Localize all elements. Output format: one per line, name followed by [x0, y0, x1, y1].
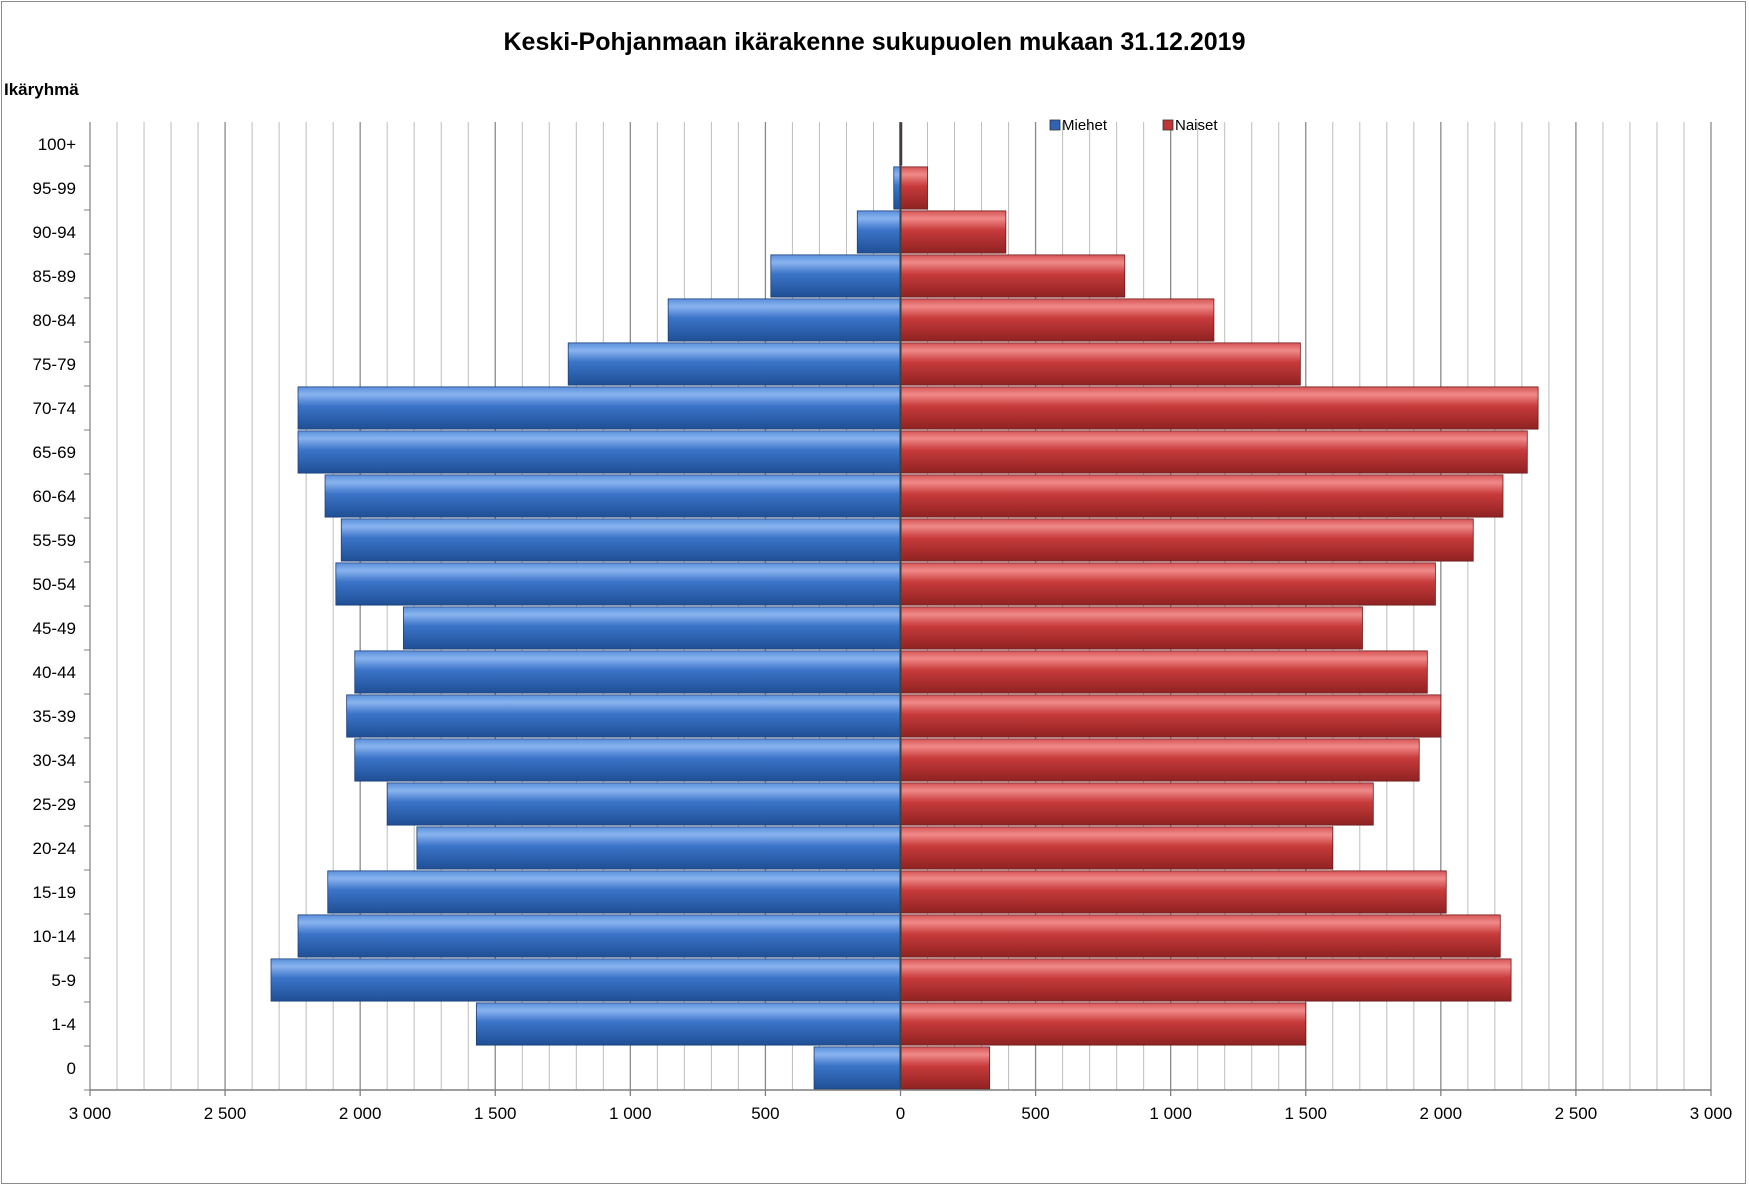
bar-naiset-35-39 — [900, 694, 1442, 738]
y-tick-label: 0 — [67, 1059, 76, 1078]
y-tick-label: 30-34 — [33, 751, 76, 770]
bar-naiset-1-4 — [900, 1002, 1307, 1046]
bar-miehet-50-54 — [335, 562, 901, 606]
x-tick-label: 2 500 — [204, 1104, 247, 1123]
y-tick-label: 95-99 — [33, 179, 76, 198]
bar-naiset-75-79 — [900, 342, 1301, 386]
legend-swatch-naiset — [1162, 119, 1174, 131]
bar-naiset-60-64 — [900, 474, 1504, 518]
x-tick-label: 3 000 — [69, 1104, 112, 1123]
bar-miehet-40-44 — [354, 650, 901, 694]
bar-miehet-70-74 — [297, 386, 901, 430]
y-tick-label: 75-79 — [33, 355, 76, 374]
y-tick-label: 100+ — [38, 135, 76, 154]
bar-naiset-85-89 — [900, 254, 1126, 298]
bar-naiset-5-9 — [900, 958, 1512, 1002]
bar-miehet-10-14 — [297, 914, 901, 958]
y-tick-label: 20-24 — [33, 839, 76, 858]
chart-title: Keski-Pohjanmaan ikärakenne sukupuolen m… — [503, 28, 1246, 56]
x-tick-label: 1 000 — [1149, 1104, 1192, 1123]
bar-miehet-80-84 — [667, 298, 901, 342]
bar-miehet-85-89 — [770, 254, 901, 298]
y-tick-label: 90-94 — [33, 223, 76, 242]
legend-label-miehet: Miehet — [1062, 117, 1108, 134]
bar-miehet-1-4 — [475, 1002, 901, 1046]
y-tick-label: 25-29 — [33, 795, 76, 814]
bar-miehet-0 — [813, 1046, 901, 1090]
bar-naiset-40-44 — [900, 650, 1428, 694]
y-tick-label: 1-4 — [51, 1015, 76, 1034]
bar-naiset-55-59 — [900, 518, 1474, 562]
y-tick-label: 5-9 — [51, 971, 76, 990]
bar-miehet-90-94 — [856, 210, 901, 254]
y-tick-label: 35-39 — [33, 707, 76, 726]
y-tick-label: 40-44 — [33, 663, 76, 682]
x-tick-label: 1 000 — [609, 1104, 652, 1123]
x-tick-label: 2 000 — [339, 1104, 382, 1123]
legend-swatch-miehet — [1049, 119, 1061, 131]
bar-miehet-25-29 — [386, 782, 901, 826]
y-tick-label: 50-54 — [33, 575, 76, 594]
bar-naiset-50-54 — [900, 562, 1436, 606]
bar-miehet-95-99 — [893, 166, 901, 210]
x-tick-label: 2 500 — [1555, 1104, 1598, 1123]
x-tick-label: 2 000 — [1420, 1104, 1463, 1123]
legend-label-naiset: Naiset — [1175, 117, 1218, 134]
x-tick-label: 500 — [751, 1104, 779, 1123]
bar-miehet-60-64 — [324, 474, 901, 518]
bar-naiset-25-29 — [900, 782, 1374, 826]
y-tick-label: 55-59 — [33, 531, 76, 550]
bar-naiset-65-69 — [900, 430, 1528, 474]
bar-naiset-20-24 — [900, 826, 1334, 870]
y-tick-label: 10-14 — [33, 927, 76, 946]
bar-naiset-70-74 — [900, 386, 1539, 430]
y-tick-label: 15-19 — [33, 883, 76, 902]
bar-naiset-90-94 — [900, 210, 1007, 254]
bar-miehet-55-59 — [340, 518, 901, 562]
bar-naiset-80-84 — [900, 298, 1215, 342]
bar-naiset-15-19 — [900, 870, 1447, 914]
y-tick-label: 70-74 — [33, 399, 76, 418]
y-tick-label: 45-49 — [33, 619, 76, 638]
bar-miehet-20-24 — [416, 826, 901, 870]
bar-miehet-35-39 — [346, 694, 901, 738]
bar-naiset-45-49 — [900, 606, 1363, 650]
x-tick-label: 1 500 — [474, 1104, 517, 1123]
y-tick-label: 80-84 — [33, 311, 76, 330]
bars — [270, 122, 1539, 1090]
x-tick-label: 3 000 — [1690, 1104, 1733, 1123]
axes: 3 000 2 500 2 000 1 500 1 000 500 0 500 1 000 1 5… — [33, 122, 1733, 1123]
y-tick-label: 85-89 — [33, 267, 76, 286]
x-tick-label: 500 — [1021, 1104, 1049, 1123]
bar-miehet-65-69 — [297, 430, 901, 474]
bar-naiset-30-34 — [900, 738, 1420, 782]
legend: Miehet Naiset — [1049, 117, 1218, 134]
bar-miehet-45-49 — [402, 606, 901, 650]
bar-miehet-15-19 — [327, 870, 901, 914]
y-axis-title: Ikäryhmä — [4, 80, 79, 99]
bar-naiset-0 — [900, 1046, 991, 1090]
x-tick-label: 1 500 — [1284, 1104, 1327, 1123]
bar-miehet-75-79 — [567, 342, 901, 386]
bar-miehet-30-34 — [354, 738, 901, 782]
bar-miehet-5-9 — [270, 958, 901, 1002]
y-tick-label: 65-69 — [33, 443, 76, 462]
bar-naiset-95-99 — [900, 166, 928, 210]
bar-naiset-10-14 — [900, 914, 1501, 958]
x-tick-label: 0 — [896, 1104, 905, 1123]
y-tick-label: 60-64 — [33, 487, 76, 506]
